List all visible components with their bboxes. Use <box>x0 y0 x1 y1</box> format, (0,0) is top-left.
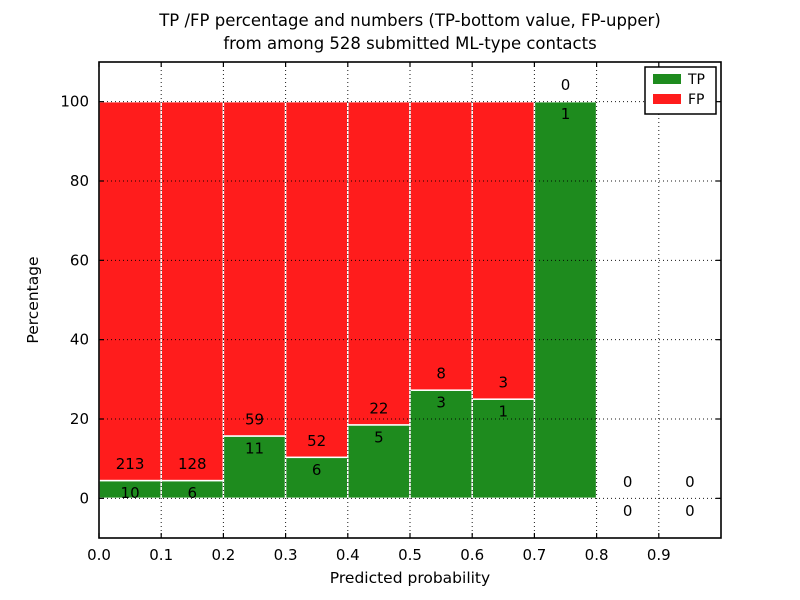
x-tick-label-0.8: 0.8 <box>585 546 609 564</box>
fp-count-label-bin-7: 0 <box>561 76 571 94</box>
chart-title-line2: from among 528 submitted ML-type contact… <box>223 34 597 53</box>
x-tick-label-0.3: 0.3 <box>274 546 298 564</box>
tp-count-label-bin-6: 1 <box>499 403 509 421</box>
tp-count-label-bin-7: 1 <box>561 105 571 123</box>
legend-swatch-fp <box>653 94 681 104</box>
y-tick-label-20: 20 <box>70 410 89 428</box>
fp-count-label-bin-2: 59 <box>245 411 264 429</box>
tp-count-label-bin-4: 5 <box>374 428 384 446</box>
tp-count-label-bin-9: 0 <box>685 502 695 520</box>
x-tick-label-0.0: 0.0 <box>87 546 111 564</box>
tp-count-label-bin-5: 3 <box>436 394 446 412</box>
bar-fp-bin-5 <box>409 100 473 391</box>
y-tick-label-60: 60 <box>70 251 89 269</box>
tp-count-label-bin-3: 6 <box>312 461 322 479</box>
fp-count-label-bin-6: 3 <box>499 374 509 392</box>
tp-count-label-bin-2: 11 <box>245 440 264 458</box>
y-tick-label-0: 0 <box>79 489 89 507</box>
chart-title-line1: TP /FP percentage and numbers (TP-bottom… <box>159 11 661 30</box>
bar-tp-bin-7 <box>533 100 598 500</box>
y-tick-label-40: 40 <box>70 331 89 349</box>
legend-label-tp: TP <box>687 72 705 88</box>
bar-fp-bin-3 <box>284 100 349 459</box>
y-tick-label-80: 80 <box>70 172 89 190</box>
x-tick-label-0.4: 0.4 <box>336 546 360 564</box>
legend-label-fp: FP <box>688 92 705 108</box>
tp-count-label-bin-1: 6 <box>188 484 198 502</box>
fp-count-label-bin-0: 213 <box>116 455 145 473</box>
tp-count-label-bin-0: 10 <box>121 484 140 502</box>
bar-fp-bin-2 <box>222 100 287 437</box>
x-tick-label-0.1: 0.1 <box>149 546 173 564</box>
fp-count-label-bin-1: 128 <box>178 455 207 473</box>
fp-count-label-bin-3: 52 <box>307 432 326 450</box>
bar-fp-bin-6 <box>471 100 536 400</box>
fp-count-label-bin-9: 0 <box>685 473 695 491</box>
legend-swatch-tp <box>653 74 681 84</box>
x-tick-label-0.6: 0.6 <box>460 546 484 564</box>
fp-count-label-bin-4: 22 <box>369 399 388 417</box>
bar-fp-bin-4 <box>347 100 411 426</box>
bar-fp-bin-1 <box>160 100 225 482</box>
x-tick-label-0.5: 0.5 <box>398 546 422 564</box>
tp-count-label-bin-8: 0 <box>623 502 633 520</box>
fp-count-label-bin-8: 0 <box>623 473 633 491</box>
bar-fp-bin-0 <box>98 100 162 482</box>
x-tick-label-0.7: 0.7 <box>522 546 546 564</box>
fp-count-label-bin-5: 8 <box>436 365 446 383</box>
chart-title: TP /FP percentage and numbers (TP-bottom… <box>20 9 800 55</box>
x-tick-label-0.2: 0.2 <box>211 546 235 564</box>
y-tick-label-100: 100 <box>60 93 89 111</box>
x-tick-label-0.9: 0.9 <box>647 546 671 564</box>
x-axis-label: Predicted probability <box>329 569 491 587</box>
bar-tp-bin-2 <box>222 435 287 500</box>
